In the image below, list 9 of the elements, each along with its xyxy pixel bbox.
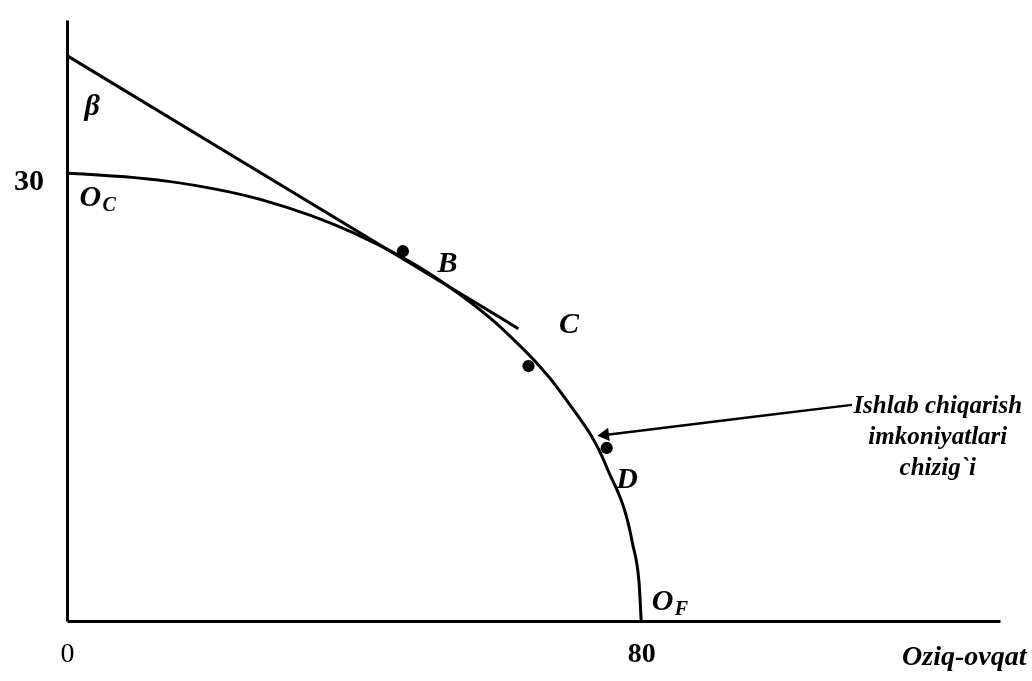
x-tick-label: 0 [60,636,75,668]
annotation: B [436,245,458,279]
annotation: C [558,306,580,340]
x-axis-title: Oziq-ovqat [902,639,1028,671]
annotation: Ishlab chiqarish imkoniyatlari chizig`i [852,390,1023,480]
annotation: 30 [14,163,44,197]
x-tick-label: 80 [627,636,656,668]
annotation: β [83,87,101,121]
annotation: D [615,460,638,494]
